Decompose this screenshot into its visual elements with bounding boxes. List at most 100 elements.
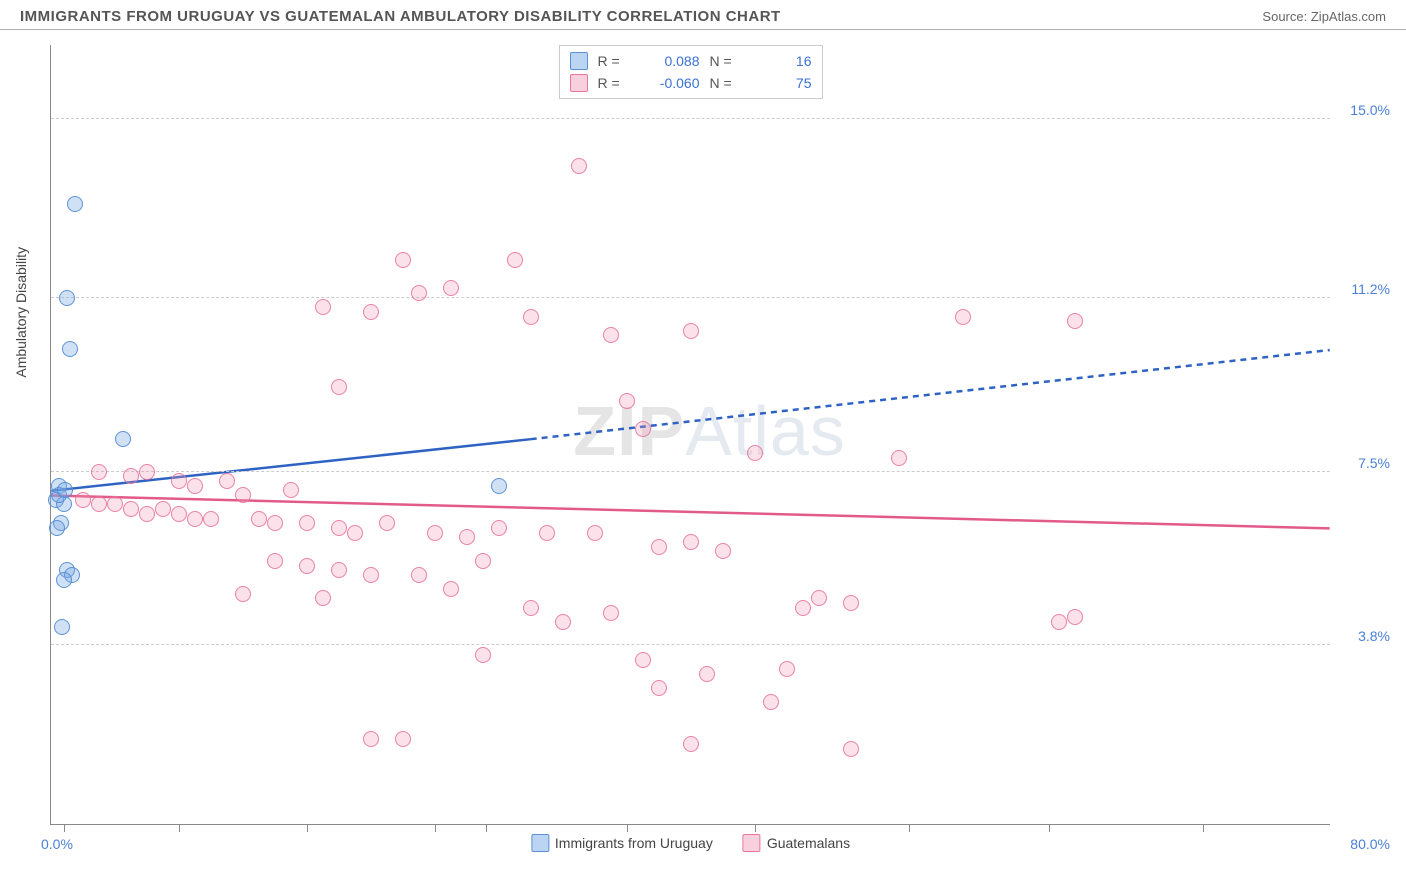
data-point: [779, 661, 795, 677]
data-point: [699, 666, 715, 682]
xtick: [307, 824, 308, 832]
data-point: [523, 600, 539, 616]
data-point: [427, 525, 443, 541]
data-point: [395, 731, 411, 747]
data-point: [139, 464, 155, 480]
xtick: [1203, 824, 1204, 832]
legend-row-uruguay: R = 0.088 N = 16: [570, 50, 812, 72]
data-point: [299, 558, 315, 574]
data-point: [795, 600, 811, 616]
data-point: [411, 285, 427, 301]
data-point: [811, 590, 827, 606]
data-point: [491, 520, 507, 536]
data-point: [49, 520, 65, 536]
n-label: N =: [710, 53, 742, 69]
data-point: [363, 304, 379, 320]
gridline: 3.8%: [51, 644, 1330, 645]
ytick-label: 7.5%: [1358, 455, 1390, 471]
data-point: [1067, 313, 1083, 329]
gridline: 11.2%: [51, 297, 1330, 298]
data-point: [299, 515, 315, 531]
data-point: [747, 445, 763, 461]
data-point: [56, 572, 72, 588]
n-label: N =: [710, 75, 742, 91]
legend-correlation: R = 0.088 N = 16 R = -0.060 N = 75: [559, 45, 823, 99]
r-value-guatemalans: -0.060: [640, 75, 700, 91]
data-point: [651, 539, 667, 555]
data-point: [155, 501, 171, 517]
source-name: ZipAtlas.com: [1311, 9, 1386, 24]
chart-title: IMMIGRANTS FROM URUGUAY VS GUATEMALAN AM…: [20, 8, 781, 25]
data-point: [171, 506, 187, 522]
ytick-label: 3.8%: [1358, 628, 1390, 644]
xtick: [486, 824, 487, 832]
data-point: [267, 553, 283, 569]
data-point: [59, 290, 75, 306]
xtick: [627, 824, 628, 832]
legend-series: Immigrants from Uruguay Guatemalans: [531, 834, 850, 852]
data-point: [715, 543, 731, 559]
data-point: [379, 515, 395, 531]
data-point: [62, 341, 78, 357]
r-label: R =: [598, 75, 630, 91]
data-point: [603, 327, 619, 343]
data-point: [347, 525, 363, 541]
data-point: [603, 605, 619, 621]
legend-row-guatemalans: R = -0.060 N = 75: [570, 72, 812, 94]
r-value-uruguay: 0.088: [640, 53, 700, 69]
n-value-guatemalans: 75: [752, 75, 812, 91]
data-point: [363, 567, 379, 583]
data-point: [267, 515, 283, 531]
xtick: [179, 824, 180, 832]
data-point: [363, 731, 379, 747]
source: Source: ZipAtlas.com: [1262, 9, 1386, 24]
data-point: [491, 478, 507, 494]
data-point: [459, 529, 475, 545]
xtick: [435, 824, 436, 832]
data-point: [187, 478, 203, 494]
swatch-pink-icon: [570, 74, 588, 92]
data-point: [651, 680, 667, 696]
data-point: [411, 567, 427, 583]
data-point: [203, 511, 219, 527]
data-point: [635, 421, 651, 437]
data-point: [219, 473, 235, 489]
watermark-atlas: Atlas: [685, 392, 846, 470]
data-point: [1051, 614, 1067, 630]
data-point: [475, 647, 491, 663]
swatch-pink-icon: [743, 834, 761, 852]
data-point: [555, 614, 571, 630]
legend-item-guatemalans: Guatemalans: [743, 834, 850, 852]
data-point: [635, 652, 651, 668]
source-label: Source:: [1262, 9, 1307, 24]
data-point: [683, 323, 699, 339]
data-point: [539, 525, 555, 541]
y-axis-label: Ambulatory Disability: [13, 246, 29, 377]
xtick: [755, 824, 756, 832]
data-point: [75, 492, 91, 508]
data-point: [763, 694, 779, 710]
data-point: [57, 482, 73, 498]
data-point: [139, 506, 155, 522]
ytick-label: 11.2%: [1351, 281, 1390, 297]
data-point: [123, 501, 139, 517]
data-point: [123, 468, 139, 484]
ytick-label: 15.0%: [1350, 102, 1390, 118]
data-point: [54, 619, 70, 635]
trend-lines: [51, 45, 1330, 824]
xtick: [1049, 824, 1050, 832]
data-point: [843, 741, 859, 757]
data-point: [91, 496, 107, 512]
data-point: [315, 590, 331, 606]
data-point: [843, 595, 859, 611]
gridline: 7.5%: [51, 471, 1330, 472]
data-point: [507, 252, 523, 268]
data-point: [571, 158, 587, 174]
swatch-blue-icon: [531, 834, 549, 852]
data-point: [523, 309, 539, 325]
data-point: [331, 562, 347, 578]
data-point: [67, 196, 83, 212]
data-point: [251, 511, 267, 527]
data-point: [443, 280, 459, 296]
data-point: [475, 553, 491, 569]
